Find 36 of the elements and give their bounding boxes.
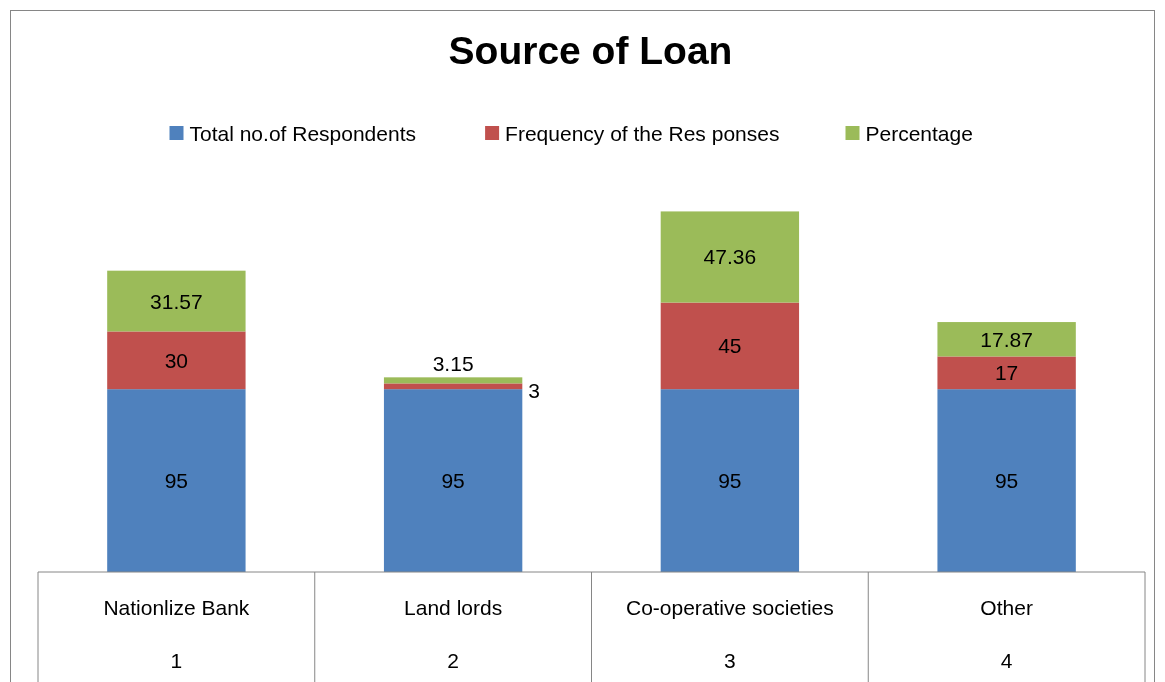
bar: [107, 270, 246, 332]
legend-label: Total no.of Respondents: [189, 121, 416, 145]
data-label: 31.57: [150, 289, 203, 313]
data-label: 95: [994, 469, 1019, 493]
data-label: 47.36: [703, 245, 757, 269]
data-label: 3.15: [432, 351, 474, 375]
data-label: 17: [994, 361, 1019, 385]
x-tick-label: Co-operative societies: [625, 595, 834, 619]
bar: [660, 389, 800, 572]
chart-title: Source of Loan: [448, 29, 733, 72]
bar: [383, 377, 523, 384]
bar: [660, 302, 800, 390]
x-tick-label: Nationlize Bank: [103, 595, 250, 619]
bar: [937, 356, 1076, 390]
data-label: 95: [718, 469, 742, 493]
bar: [660, 211, 800, 303]
bar: [107, 331, 246, 390]
legend-label: Frequency of the Res ponses: [505, 121, 780, 145]
data-label: 17.87: [980, 327, 1033, 351]
data-label: 45: [718, 334, 742, 358]
text: 3: [724, 648, 736, 672]
bar: [383, 389, 523, 572]
bar: [107, 389, 246, 572]
text: 4: [1000, 648, 1013, 672]
bar: [383, 383, 523, 390]
text: 2: [447, 648, 459, 672]
data-label: 95: [441, 469, 465, 493]
bar: [937, 322, 1076, 357]
x-tick-label: Land lords: [404, 595, 503, 619]
bar: [937, 389, 1076, 572]
data-label: 30: [164, 348, 189, 372]
data-label: 95: [164, 469, 189, 493]
text: 1: [170, 648, 183, 672]
x-tick-label: Other: [980, 595, 1033, 619]
data-label: 3: [528, 378, 540, 402]
legend-label: Percentage: [865, 121, 973, 145]
